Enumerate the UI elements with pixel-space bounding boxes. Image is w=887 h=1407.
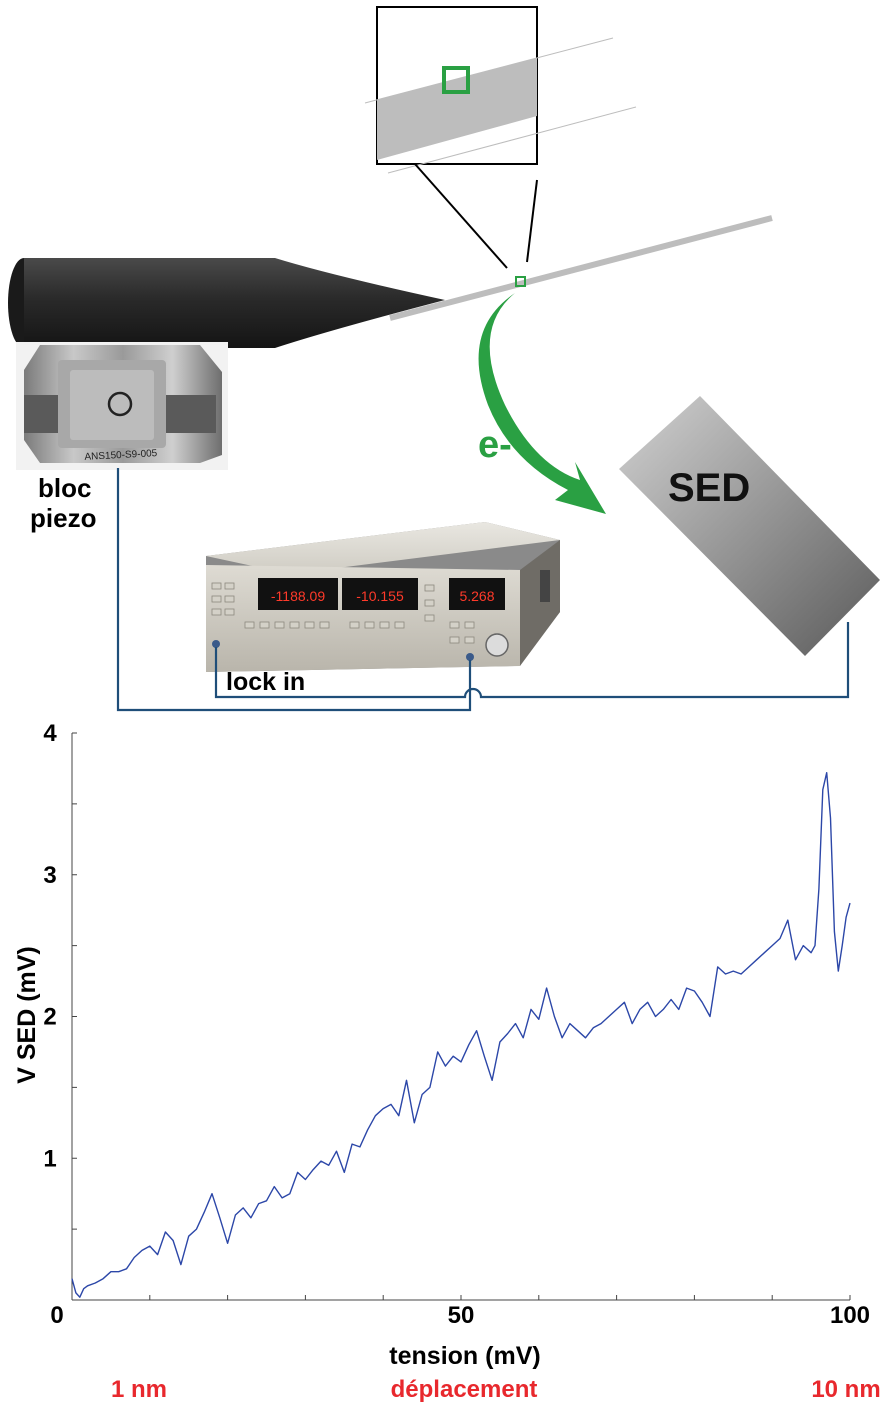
lockin-display-1: -1188.09: [271, 588, 325, 604]
x-tick-label: 100: [830, 1302, 870, 1329]
tip: [8, 258, 445, 348]
sed-detector: [619, 396, 880, 656]
lockin-input-connector-icon: [212, 640, 220, 648]
electron-arrow: [478, 293, 606, 514]
lockin-reference-connector-icon: [466, 653, 474, 661]
zoom-connector-right: [526, 179, 538, 263]
lockin-display-2: -10.155: [356, 588, 404, 604]
cable-piezo-to-lockin: [116, 468, 472, 712]
x-axis-label: tension (mV): [389, 1342, 540, 1370]
sed-label: SED: [668, 466, 750, 510]
series-line: [71, 772, 851, 1298]
lockin-display-3: 5.268: [459, 588, 494, 604]
zoom-target-square: [442, 66, 470, 94]
y-axis-label: V SED (mV): [13, 946, 41, 1084]
cables: [116, 468, 850, 712]
piezo-label-line1: bloc: [38, 473, 91, 503]
secondary-axis-right-label: 10 nm: [811, 1376, 880, 1403]
piezo-block: ANS150-S9-005: [16, 342, 228, 470]
piezo-logo-icon: [107, 391, 133, 417]
secondary-axis-left-label: 1 nm: [111, 1376, 167, 1403]
cable-sed-to-lockin: [214, 622, 850, 699]
piezo-engraving: ANS150-S9-005: [84, 448, 158, 463]
x-tick-label: 50: [448, 1302, 475, 1329]
zoom-inset: [364, 6, 637, 174]
secondary-axis-center-label: déplacement: [391, 1376, 538, 1403]
probe-point-square: [515, 276, 526, 287]
y-tick-label: 4: [43, 720, 57, 747]
electron-label: e-: [478, 424, 512, 466]
y-tick-label: 3: [43, 862, 56, 889]
piezo-label-line2: piezo: [30, 503, 96, 533]
x-tick-label: 0: [50, 1302, 63, 1329]
lockin-label: lock in: [226, 668, 305, 696]
lockin-knob-icon: [485, 633, 509, 657]
chart: 1 2 3 4 0 50 100 V SED (mV) tension (mV) 1 nm…: [13, 720, 881, 1403]
zoom-connector-left: [414, 163, 508, 269]
lockin-amplifier: -1188.09 -10.155 5.268: [206, 522, 560, 672]
y-tick-label: 2: [43, 1004, 56, 1031]
y-tick-label: 1: [43, 1145, 56, 1172]
nanowire: [389, 215, 773, 321]
